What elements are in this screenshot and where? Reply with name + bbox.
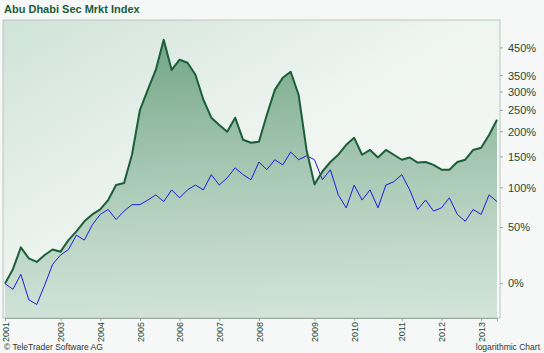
x-tick-label: 2008 xyxy=(255,322,265,342)
x-tick-mark xyxy=(314,318,315,321)
plot-background xyxy=(3,20,500,318)
x-axis-line xyxy=(6,319,498,322)
x-tick-label: 2007 xyxy=(215,322,225,342)
y-tick xyxy=(500,156,503,157)
y-tick-label: 350% xyxy=(508,70,536,82)
y-tick-label: 0% xyxy=(508,277,524,289)
x-tick-label: 2005 xyxy=(136,322,146,342)
y-tick-label: 300% xyxy=(508,86,536,98)
x-tick: 2001 xyxy=(1,318,11,342)
y-tick-label: 250% xyxy=(508,104,536,116)
x-tick-mark xyxy=(259,318,260,321)
y-tick-label: 150% xyxy=(508,151,536,163)
series-line xyxy=(5,40,497,284)
x-tick: 2008 xyxy=(255,318,265,342)
x-tick: 2003 xyxy=(56,318,66,342)
x-tick-mark xyxy=(354,318,355,321)
x-tick-mark xyxy=(441,318,442,321)
title: Abu Dhabi Sec Mrkt Index xyxy=(4,3,141,15)
y-tick xyxy=(500,187,503,188)
background xyxy=(0,0,544,353)
x-tick: 2006 xyxy=(175,318,185,342)
x-tick-label: 2003 xyxy=(56,322,66,342)
x-tick: 2007 xyxy=(215,318,225,342)
x-tick-label: 2013 xyxy=(477,322,487,342)
y-tick xyxy=(500,131,503,132)
y-axis: 450% 350% 300% 250% 200% 150% 100% 50% 0% xyxy=(500,42,536,290)
x-tick-label: 2011 xyxy=(397,322,407,341)
x-tick-label: 2001 xyxy=(1,322,11,342)
plot-area xyxy=(5,40,497,318)
x-tick-label: 2009 xyxy=(310,322,320,342)
x-tick: 2004 xyxy=(96,318,106,342)
x-tick: 2013 xyxy=(477,318,487,342)
y-tick xyxy=(500,47,503,48)
y-tick xyxy=(500,75,503,76)
x-tick-label: 2010 xyxy=(350,322,360,342)
y-tick xyxy=(500,283,503,284)
x-tick: 2011 xyxy=(397,318,407,341)
x-tick-mark xyxy=(100,318,101,321)
x-tick-mark xyxy=(402,318,403,321)
x-tick: 2005 xyxy=(136,318,146,342)
copyright: © TeleTrader Software AG xyxy=(4,342,103,352)
x-tick: 2010 xyxy=(350,318,360,342)
y-tick xyxy=(500,91,503,92)
plot-frame xyxy=(3,20,500,318)
chart: 450%350%300%250%200%150%100%50%0%2001200… xyxy=(0,0,544,353)
x-axis: 2001 2003 2004 2005 2006 2007 2008 2009 2010 2011… xyxy=(1,318,498,342)
scale-note: logarithmic Chart xyxy=(476,342,541,352)
y-tick-label: 200% xyxy=(508,126,536,138)
x-tick-mark xyxy=(180,318,181,321)
x-tick: 2012 xyxy=(437,318,447,342)
y-tick-label: 100% xyxy=(508,182,536,194)
x-tick-mark xyxy=(219,318,220,321)
x-tick-label: 2004 xyxy=(96,322,106,342)
y-tick xyxy=(500,227,503,228)
x-tick-mark xyxy=(140,318,141,321)
y-tick xyxy=(500,110,503,111)
x-tick-label: 2006 xyxy=(175,322,185,342)
x-tick-mark xyxy=(61,318,62,321)
y-tick-label: 50% xyxy=(508,221,530,233)
x-tick-label: 2012 xyxy=(437,322,447,342)
series-area xyxy=(5,40,497,318)
x-tick-mark xyxy=(5,318,6,321)
y-tick-label: 450% xyxy=(508,42,536,54)
x-tick: 2009 xyxy=(310,318,320,342)
x-tick-mark xyxy=(481,318,482,321)
